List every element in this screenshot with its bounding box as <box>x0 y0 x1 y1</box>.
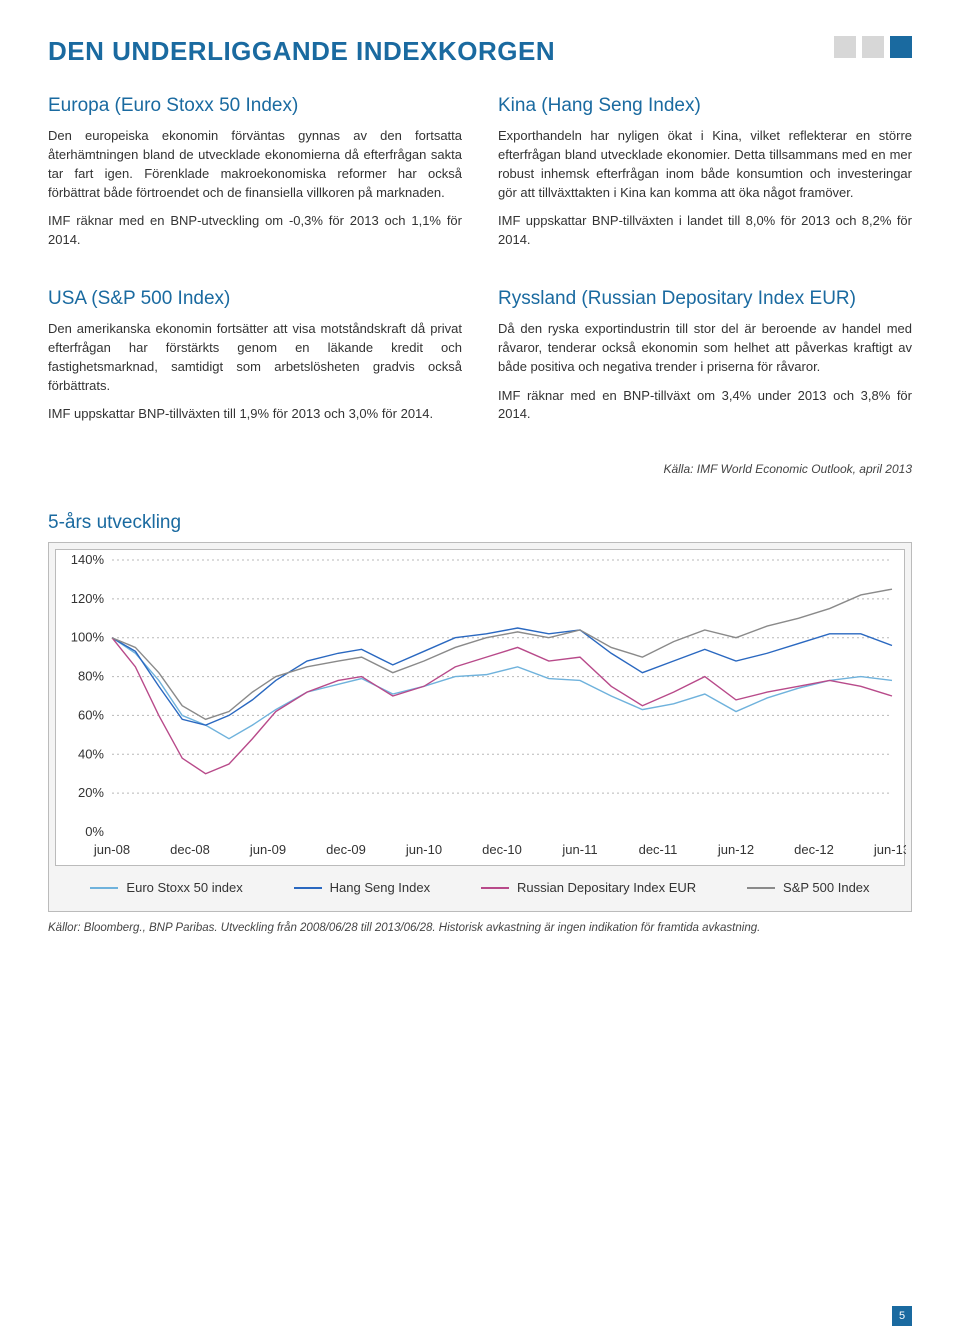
svg-text:dec-08: dec-08 <box>170 842 210 857</box>
svg-text:0%: 0% <box>85 824 104 839</box>
body-text: Den amerikanska ekonomin fortsätter att … <box>48 320 462 395</box>
header-decor-squares <box>834 36 912 58</box>
svg-text:jun-11: jun-11 <box>561 842 597 857</box>
section-usa: USA (S&P 500 Index) Den amerikanska ekon… <box>48 288 462 434</box>
svg-text:jun-09: jun-09 <box>249 842 286 857</box>
legend-label: S&P 500 Index <box>783 880 870 895</box>
square-icon <box>862 36 884 58</box>
svg-text:dec-09: dec-09 <box>326 842 366 857</box>
chart-footnote: Källor: Bloomberg., BNP Paribas. Utveckl… <box>48 922 912 934</box>
section-title: Europa (Euro Stoxx 50 Index) <box>48 95 462 117</box>
section-title: USA (S&P 500 Index) <box>48 288 462 310</box>
svg-text:jun-10: jun-10 <box>405 842 442 857</box>
body-text: IMF räknar med en BNP-tillväxt om 3,4% u… <box>498 387 912 425</box>
svg-text:20%: 20% <box>78 785 104 800</box>
chart-title: 5-års utveckling <box>48 512 912 534</box>
row-2: USA (S&P 500 Index) Den amerikanska ekon… <box>48 288 912 434</box>
svg-text:120%: 120% <box>71 591 105 606</box>
svg-text:dec-12: dec-12 <box>794 842 834 857</box>
svg-text:140%: 140% <box>71 552 105 567</box>
svg-text:jun-13: jun-13 <box>873 842 906 857</box>
section-kina: Kina (Hang Seng Index) Exporthandeln har… <box>498 95 912 260</box>
footnote-source: Källor: Bloomberg., BNP Paribas. Utveckl… <box>48 922 439 934</box>
svg-text:100%: 100% <box>71 630 105 645</box>
page-number: 5 <box>892 1306 912 1326</box>
section-title: Ryssland (Russian Depositary Index EUR) <box>498 288 912 310</box>
body-text: Då den ryska exportindustrin till stor d… <box>498 320 912 377</box>
svg-text:dec-10: dec-10 <box>482 842 522 857</box>
legend-label: Russian Depositary Index EUR <box>517 880 696 895</box>
legend-item: S&P 500 Index <box>747 880 870 895</box>
chart-card: 0% 20% 40% 60% 80% 100% 120% 140% jun-08 dec-08 ju… <box>48 542 912 912</box>
row-1: Europa (Euro Stoxx 50 Index) Den europei… <box>48 95 912 260</box>
svg-text:jun-08: jun-08 <box>93 842 130 857</box>
body-text: Den europeiska ekonomin förväntas gynnas… <box>48 127 462 202</box>
section-title: Kina (Hang Seng Index) <box>498 95 912 117</box>
line-chart: 0% 20% 40% 60% 80% 100% 120% 140% jun-08 dec-08 ju… <box>56 550 906 860</box>
svg-text:80%: 80% <box>78 669 104 684</box>
body-text: IMF uppskattar BNP-tillväxten i landet t… <box>498 212 912 250</box>
svg-text:60%: 60% <box>78 708 104 723</box>
legend-label: Hang Seng Index <box>330 880 430 895</box>
legend-swatch-icon <box>481 887 509 889</box>
body-text: Exporthandeln har nyligen ökat i Kina, v… <box>498 127 912 202</box>
svg-text:jun-12: jun-12 <box>717 842 754 857</box>
legend-swatch-icon <box>90 887 118 889</box>
square-icon <box>890 36 912 58</box>
chart-plot-area: 0% 20% 40% 60% 80% 100% 120% 140% jun-08 dec-08 ju… <box>55 549 905 866</box>
legend-swatch-icon <box>747 887 775 889</box>
footnote-disclaimer: Historisk avkastning är ingen indikation… <box>439 922 761 934</box>
section-europa: Europa (Euro Stoxx 50 Index) Den europei… <box>48 95 462 260</box>
legend-swatch-icon <box>294 887 322 889</box>
svg-text:dec-11: dec-11 <box>639 842 678 857</box>
section-ryssland: Ryssland (Russian Depositary Index EUR) … <box>498 288 912 434</box>
legend-item: Russian Depositary Index EUR <box>481 880 696 895</box>
svg-text:40%: 40% <box>78 747 104 762</box>
legend-label: Euro Stoxx 50 index <box>126 880 242 895</box>
page-title: DEN UNDERLIGGANDE INDEXKORGEN <box>48 36 912 67</box>
body-text: IMF uppskattar BNP-tillväxten till 1,9% … <box>48 405 462 424</box>
square-icon <box>834 36 856 58</box>
legend-item: Hang Seng Index <box>294 880 430 895</box>
source-note: Källa: IMF World Economic Outlook, april… <box>48 462 912 476</box>
legend-item: Euro Stoxx 50 index <box>90 880 242 895</box>
chart-legend: Euro Stoxx 50 index Hang Seng Index Russia… <box>55 866 905 905</box>
body-text: IMF räknar med en BNP-utveckling om -0,3… <box>48 212 462 250</box>
